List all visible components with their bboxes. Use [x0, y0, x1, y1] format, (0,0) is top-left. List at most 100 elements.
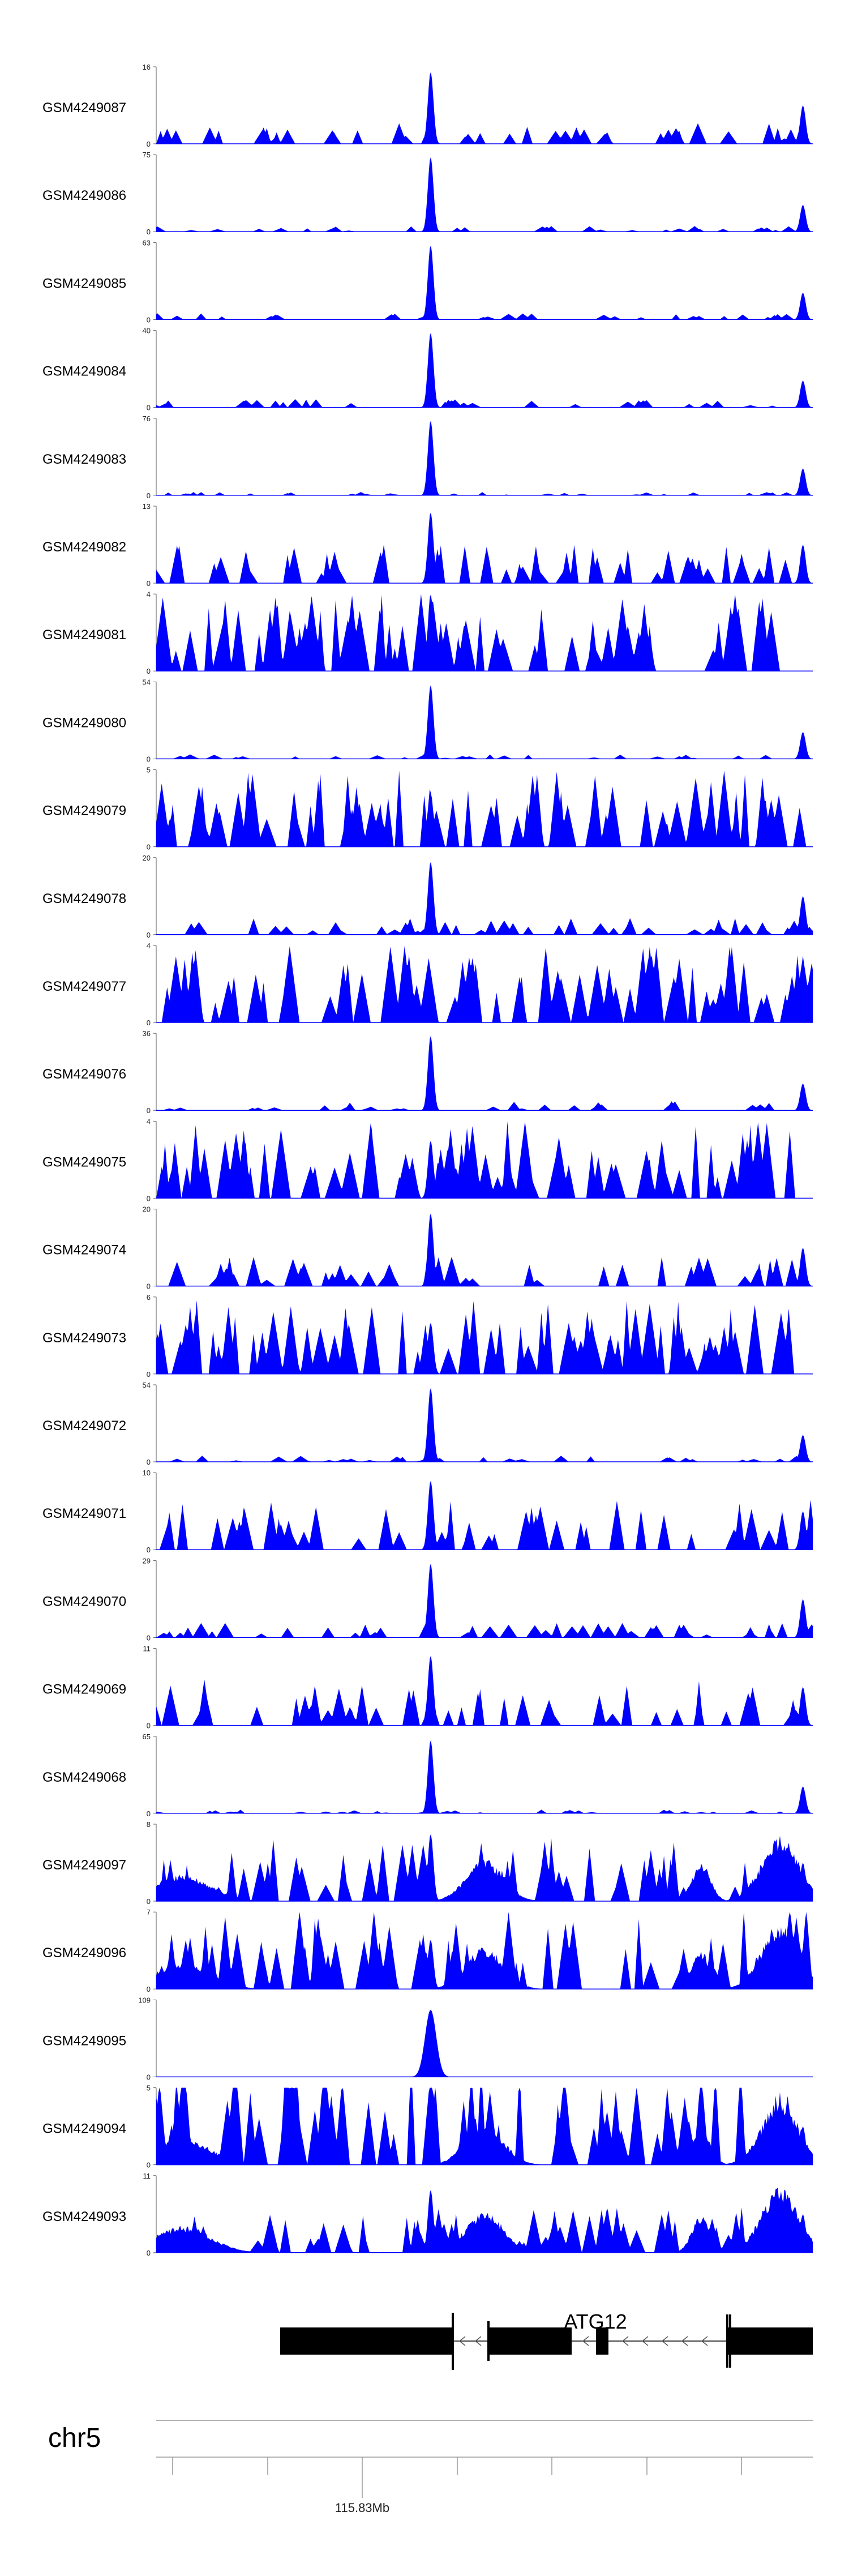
strand-arrow	[661, 2336, 668, 2346]
track-label: GSM4249096	[42, 1945, 126, 1961]
track-label: GSM4249083	[42, 452, 126, 467]
track-label: GSM4249085	[42, 276, 126, 291]
signal-area	[156, 1740, 813, 1813]
track-label: GSM4249087	[42, 100, 126, 115]
y-max-tick-label: 6	[147, 1293, 151, 1302]
y-min-tick-label: 0	[147, 1897, 151, 1906]
y-max-tick-label: 10	[143, 1469, 151, 1477]
track-GSM4249094: GSM4249094 5 0	[42, 2084, 813, 2170]
y-max-tick-label: 7	[147, 1908, 151, 1916]
y-max-tick-label: 40	[143, 327, 151, 335]
y-max-tick-label: 16	[143, 63, 151, 71]
y-min-tick-label: 0	[147, 755, 151, 763]
track-label: GSM4249075	[42, 1154, 126, 1170]
track-GSM4249087: GSM4249087 16 0	[42, 63, 813, 148]
track-GSM4249077: GSM4249077 4 0	[42, 942, 813, 1027]
track-label: GSM4249081	[42, 627, 126, 643]
y-min-tick-label: 0	[147, 579, 151, 588]
track-GSM4249070: GSM4249070 29 0	[42, 1556, 813, 1642]
y-min-tick-label: 0	[147, 140, 151, 148]
y-min-tick-label: 0	[147, 1019, 151, 1027]
y-max-tick-label: 109	[138, 1996, 151, 2004]
strand-arrow	[621, 2336, 629, 2346]
signal-area	[156, 1655, 813, 1726]
track-GSM4249093: GSM4249093 11 0	[42, 2172, 813, 2257]
y-min-tick-label: 0	[147, 1722, 151, 1730]
gene-model-atg12: ATG12	[280, 2310, 813, 2370]
track-GSM4249072: GSM4249072 54 0	[42, 1381, 813, 1466]
track-GSM4249069: GSM4249069 11 0	[42, 1645, 813, 1730]
track-GSM4249079: GSM4249079 5 0	[42, 766, 813, 851]
gene-name-label: ATG12	[564, 2310, 627, 2333]
y-min-tick-label: 0	[147, 2249, 151, 2257]
y-max-tick-label: 8	[147, 1820, 151, 1829]
track-label: GSM4249072	[42, 1418, 126, 1434]
track-GSM4249078: GSM4249078 20 0	[42, 854, 813, 939]
y-min-tick-label: 0	[147, 315, 151, 324]
y-min-tick-label: 0	[147, 404, 151, 412]
signal-area	[156, 862, 813, 935]
y-min-tick-label: 0	[147, 1809, 151, 1818]
y-max-tick-label: 20	[143, 854, 151, 862]
track-GSM4249075: GSM4249075 4 0	[42, 1117, 813, 1203]
signal-area	[156, 945, 813, 1022]
track-label: GSM4249077	[42, 979, 126, 994]
track-label: GSM4249095	[42, 2033, 126, 2048]
y-max-tick-label: 54	[143, 678, 151, 686]
track-label: GSM4249076	[42, 1067, 126, 1082]
track-GSM4249084: GSM4249084 40 0	[42, 327, 813, 412]
y-min-tick-label: 0	[147, 843, 151, 851]
track-GSM4249081: GSM4249081 4 0	[42, 590, 813, 675]
y-min-tick-label: 0	[147, 667, 151, 675]
signal-area	[156, 332, 813, 408]
signal-area	[156, 1912, 813, 1989]
y-min-tick-label: 0	[147, 2073, 151, 2081]
y-max-tick-label: 4	[147, 590, 151, 598]
signal-area	[156, 1834, 813, 1901]
track-GSM4249086: GSM4249086 75 0	[42, 151, 813, 236]
track-label: GSM4249080	[42, 715, 126, 730]
signal-area	[156, 1213, 813, 1286]
signal-area	[156, 2188, 813, 2253]
genome-axis: chr5 115.83Mb	[48, 2420, 813, 2515]
chromosome-label: chr5	[48, 2423, 101, 2453]
y-min-tick-label: 0	[147, 228, 151, 236]
strand-arrow	[641, 2336, 649, 2346]
y-min-tick-label: 0	[147, 1370, 151, 1379]
track-label: GSM4249084	[42, 364, 126, 379]
y-max-tick-label: 13	[143, 502, 151, 511]
gene-exon	[280, 2327, 453, 2355]
track-GSM4249068: GSM4249068 65 0	[42, 1732, 813, 1818]
y-max-tick-label: 4	[147, 942, 151, 950]
y-max-tick-label: 11	[143, 2172, 151, 2180]
y-max-tick-label: 63	[143, 238, 151, 247]
gene-exon	[727, 2327, 813, 2355]
track-GSM4249071: GSM4249071 10 0	[42, 1469, 813, 1554]
signal-tracks: GSM4249087160GSM4249086750GSM4249085630G…	[42, 63, 813, 2257]
y-min-tick-label: 0	[147, 1546, 151, 1554]
y-min-tick-label: 0	[147, 491, 151, 500]
track-label: GSM4249073	[42, 1330, 126, 1346]
track-label: GSM4249086	[42, 188, 126, 203]
track-GSM4249097: GSM4249097 8 0	[42, 1820, 813, 1906]
y-max-tick-label: 5	[147, 2084, 151, 2093]
signal-area	[156, 2087, 813, 2165]
signal-area	[156, 1121, 813, 1199]
track-GSM4249073: GSM4249073 6 0	[42, 1293, 813, 1379]
signal-area	[156, 594, 813, 671]
track-GSM4249095: GSM4249095 109 0	[42, 1996, 813, 2081]
strand-arrow	[582, 2336, 589, 2346]
gene-exon	[596, 2327, 608, 2355]
strand-arrow	[681, 2336, 688, 2346]
signal-area	[156, 245, 813, 320]
y-max-tick-label: 11	[143, 1645, 151, 1653]
y-min-tick-label: 0	[147, 1106, 151, 1115]
track-label: GSM4249097	[42, 1858, 126, 1873]
y-min-tick-label: 0	[147, 1194, 151, 1203]
y-max-tick-label: 20	[143, 1205, 151, 1214]
y-max-tick-label: 75	[143, 151, 151, 159]
track-GSM4249096: GSM4249096 7 0	[42, 1908, 813, 1993]
track-label: GSM4249068	[42, 1770, 126, 1785]
y-max-tick-label: 65	[143, 1732, 151, 1741]
